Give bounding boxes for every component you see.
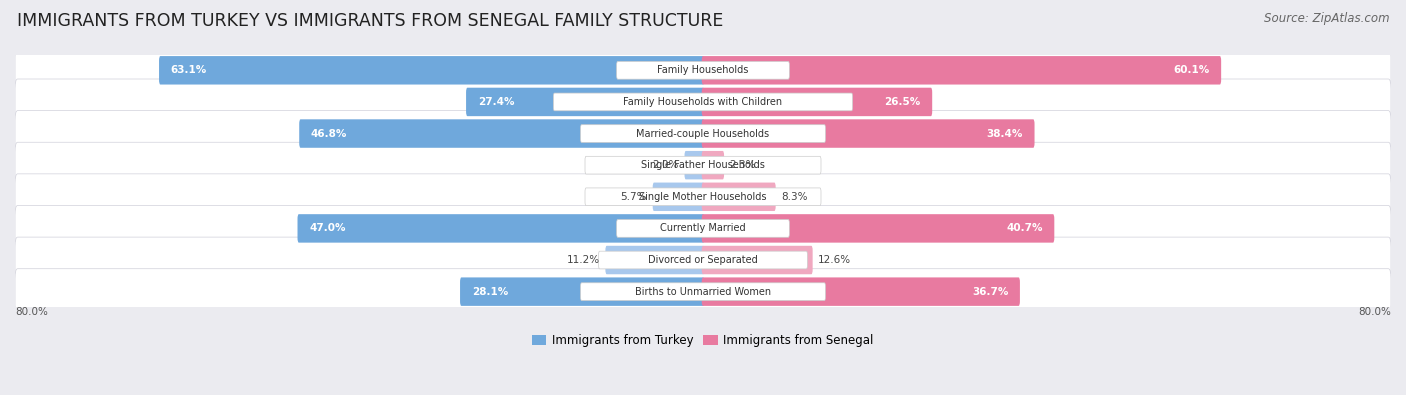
FancyBboxPatch shape: [554, 93, 852, 111]
FancyBboxPatch shape: [702, 151, 724, 179]
FancyBboxPatch shape: [299, 119, 704, 148]
FancyBboxPatch shape: [702, 277, 1019, 306]
FancyBboxPatch shape: [702, 246, 813, 274]
FancyBboxPatch shape: [465, 88, 704, 116]
FancyBboxPatch shape: [652, 182, 704, 211]
Text: 36.7%: 36.7%: [972, 287, 1008, 297]
Text: Divorced or Separated: Divorced or Separated: [648, 255, 758, 265]
Text: Births to Unmarried Women: Births to Unmarried Women: [636, 287, 770, 297]
Text: 27.4%: 27.4%: [478, 97, 515, 107]
FancyBboxPatch shape: [15, 111, 1391, 156]
FancyBboxPatch shape: [460, 277, 704, 306]
FancyBboxPatch shape: [15, 142, 1391, 188]
FancyBboxPatch shape: [581, 283, 825, 301]
Text: Source: ZipAtlas.com: Source: ZipAtlas.com: [1264, 12, 1389, 25]
FancyBboxPatch shape: [685, 151, 704, 179]
FancyBboxPatch shape: [15, 174, 1391, 220]
Text: 2.3%: 2.3%: [730, 160, 756, 170]
Text: 11.2%: 11.2%: [567, 255, 600, 265]
Text: Single Mother Households: Single Mother Households: [640, 192, 766, 202]
FancyBboxPatch shape: [15, 205, 1391, 251]
Text: Family Households with Children: Family Households with Children: [623, 97, 783, 107]
Text: Currently Married: Currently Married: [661, 224, 745, 233]
Text: 47.0%: 47.0%: [309, 224, 346, 233]
Text: 12.6%: 12.6%: [818, 255, 852, 265]
FancyBboxPatch shape: [15, 237, 1391, 283]
Text: 26.5%: 26.5%: [884, 97, 921, 107]
FancyBboxPatch shape: [702, 56, 1222, 85]
Legend: Immigrants from Turkey, Immigrants from Senegal: Immigrants from Turkey, Immigrants from …: [533, 334, 873, 347]
FancyBboxPatch shape: [585, 156, 821, 174]
FancyBboxPatch shape: [702, 88, 932, 116]
Text: Family Households: Family Households: [658, 65, 748, 75]
Text: 60.1%: 60.1%: [1173, 65, 1209, 75]
FancyBboxPatch shape: [15, 269, 1391, 314]
FancyBboxPatch shape: [15, 47, 1391, 93]
Text: 63.1%: 63.1%: [170, 65, 207, 75]
FancyBboxPatch shape: [15, 79, 1391, 125]
FancyBboxPatch shape: [617, 62, 789, 79]
FancyBboxPatch shape: [298, 214, 704, 243]
FancyBboxPatch shape: [702, 214, 1054, 243]
Text: 28.1%: 28.1%: [471, 287, 508, 297]
Text: 5.7%: 5.7%: [620, 192, 647, 202]
FancyBboxPatch shape: [606, 246, 704, 274]
Text: 80.0%: 80.0%: [1358, 307, 1391, 318]
Text: IMMIGRANTS FROM TURKEY VS IMMIGRANTS FROM SENEGAL FAMILY STRUCTURE: IMMIGRANTS FROM TURKEY VS IMMIGRANTS FRO…: [17, 12, 723, 30]
Text: 40.7%: 40.7%: [1007, 224, 1043, 233]
FancyBboxPatch shape: [702, 182, 776, 211]
Text: 46.8%: 46.8%: [311, 128, 347, 139]
FancyBboxPatch shape: [585, 188, 821, 206]
Text: 38.4%: 38.4%: [987, 128, 1024, 139]
FancyBboxPatch shape: [599, 251, 807, 269]
FancyBboxPatch shape: [159, 56, 704, 85]
Text: 2.0%: 2.0%: [652, 160, 679, 170]
FancyBboxPatch shape: [581, 125, 825, 143]
Text: 80.0%: 80.0%: [15, 307, 48, 318]
Text: Married-couple Households: Married-couple Households: [637, 128, 769, 139]
Text: Single Father Households: Single Father Households: [641, 160, 765, 170]
Text: 8.3%: 8.3%: [782, 192, 808, 202]
FancyBboxPatch shape: [617, 220, 789, 237]
FancyBboxPatch shape: [702, 119, 1035, 148]
